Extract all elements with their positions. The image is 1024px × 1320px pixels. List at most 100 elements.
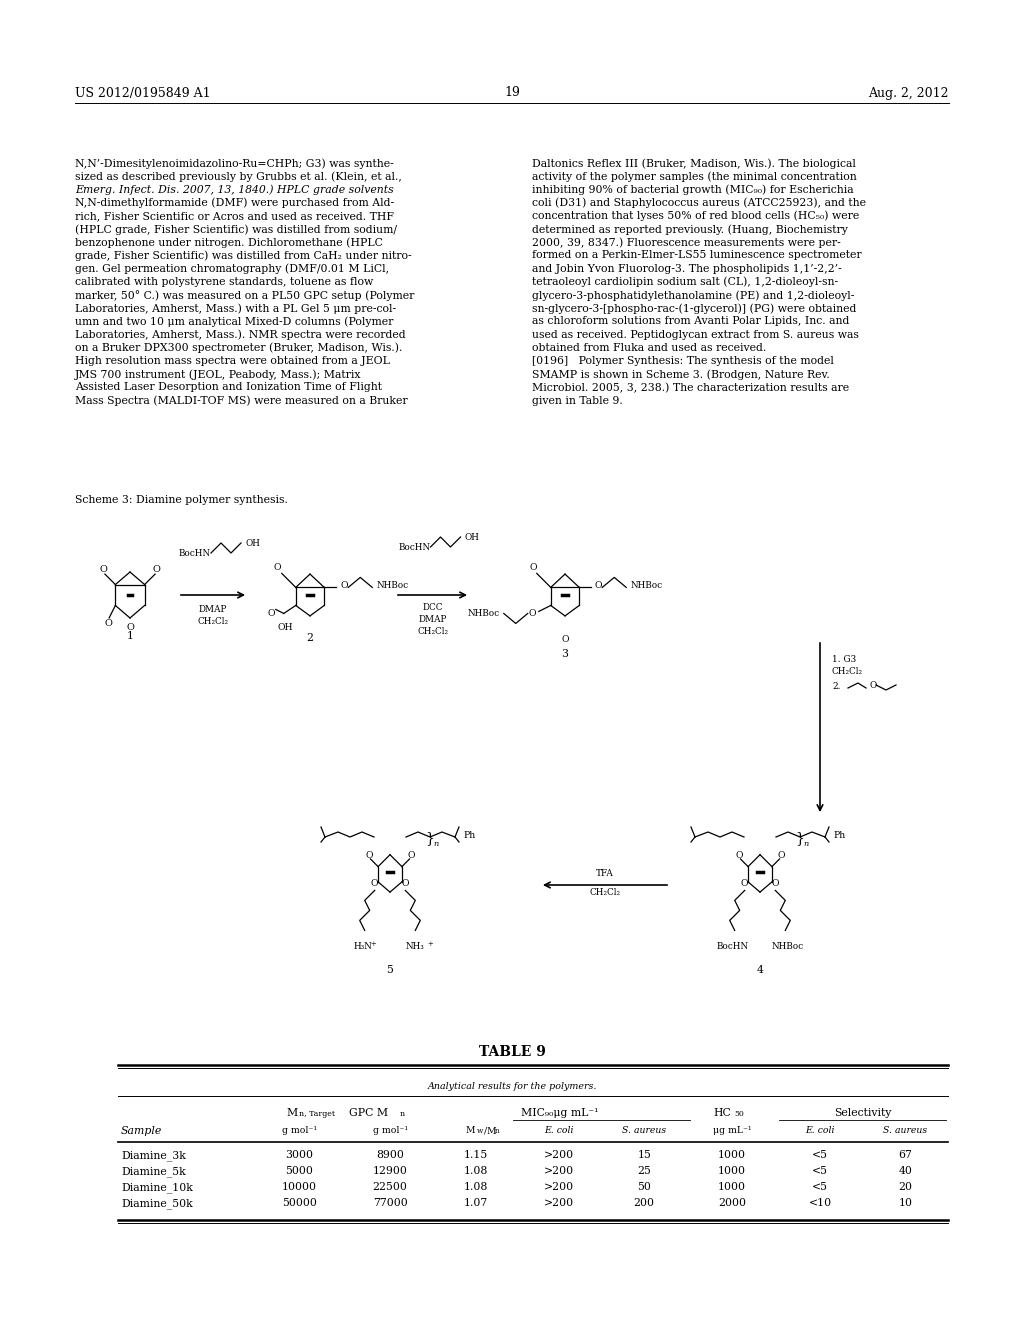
Text: Mass Spectra (MALDI-TOF MS) were measured on a Bruker: Mass Spectra (MALDI-TOF MS) were measure…	[75, 396, 408, 407]
Text: OH: OH	[245, 539, 260, 548]
Text: BocHN: BocHN	[179, 549, 211, 557]
Text: <5: <5	[812, 1181, 828, 1192]
Text: CH₂Cl₂: CH₂Cl₂	[198, 616, 228, 626]
Text: Analytical results for the polymers.: Analytical results for the polymers.	[427, 1082, 597, 1092]
Text: n: n	[804, 840, 809, 847]
Text: inhibiting 90% of bacterial growth (MIC₉₀) for Escherichia: inhibiting 90% of bacterial growth (MIC₉…	[532, 185, 854, 195]
Text: 200: 200	[634, 1199, 654, 1208]
Text: O: O	[771, 879, 779, 888]
Text: CH₂Cl₂: CH₂Cl₂	[590, 888, 621, 898]
Text: n, Target: n, Target	[299, 1110, 335, 1118]
Text: 3000: 3000	[286, 1150, 313, 1160]
Text: Ph: Ph	[833, 830, 845, 840]
Text: 10: 10	[898, 1199, 912, 1208]
Text: n: n	[495, 1127, 500, 1135]
Text: Diamine_5k: Diamine_5k	[121, 1166, 185, 1176]
Text: JMS 700 instrument (JEOL, Peabody, Mass.); Matrix: JMS 700 instrument (JEOL, Peabody, Mass.…	[75, 370, 361, 380]
Text: HC: HC	[714, 1107, 731, 1118]
Text: O: O	[594, 581, 602, 590]
Text: O: O	[869, 681, 877, 689]
Text: E. coli: E. coli	[805, 1126, 835, 1135]
Text: 50: 50	[637, 1181, 651, 1192]
Text: O: O	[126, 623, 134, 632]
Text: 22500: 22500	[373, 1181, 408, 1192]
Text: GPC M: GPC M	[349, 1107, 388, 1118]
Text: 1000: 1000	[718, 1150, 746, 1160]
Text: formed on a Perkin-Elmer-LS55 luminescence spectrometer: formed on a Perkin-Elmer-LS55 luminescen…	[532, 251, 861, 260]
Text: 77000: 77000	[373, 1199, 408, 1208]
Text: umn and two 10 μm analytical Mixed-D columns (Polymer: umn and two 10 μm analytical Mixed-D col…	[75, 317, 393, 327]
Text: Microbiol. 2005, 3, 238.) The characterization results are: Microbiol. 2005, 3, 238.) The characteri…	[532, 383, 849, 393]
Text: BocHN: BocHN	[717, 942, 749, 952]
Text: 4: 4	[757, 965, 764, 975]
Text: +: +	[427, 940, 433, 948]
Text: tetraoleoyl cardiolipin sodium salt (CL), 1,2-dioleoyl-sn-: tetraoleoyl cardiolipin sodium salt (CL)…	[532, 277, 838, 288]
Text: 19: 19	[504, 87, 520, 99]
Text: NHBoc: NHBoc	[630, 581, 663, 590]
Text: }: }	[426, 832, 434, 845]
Text: rich, Fisher Scientific or Acros and used as received. THF: rich, Fisher Scientific or Acros and use…	[75, 211, 394, 220]
Text: Emerg. Infect. Dis. 2007, 13, 1840.) HPLC grade solvents: Emerg. Infect. Dis. 2007, 13, 1840.) HPL…	[75, 185, 394, 195]
Text: grade, Fisher Scientific) was distilled from CaH₂ under nitro-: grade, Fisher Scientific) was distilled …	[75, 251, 412, 261]
Text: used as received. Peptidoglycan extract from S. aureus was: used as received. Peptidoglycan extract …	[532, 330, 859, 339]
Text: Sample: Sample	[121, 1126, 162, 1137]
Text: DMAP: DMAP	[199, 605, 227, 614]
Text: M: M	[465, 1126, 475, 1135]
Text: US 2012/0195849 A1: US 2012/0195849 A1	[75, 87, 211, 99]
Text: >200: >200	[544, 1199, 574, 1208]
Text: E. coli: E. coli	[544, 1126, 573, 1135]
Text: obtained from Fluka and used as received.: obtained from Fluka and used as received…	[532, 343, 766, 352]
Text: }: }	[796, 832, 805, 845]
Text: n: n	[433, 840, 438, 847]
Text: Diamine_50k: Diamine_50k	[121, 1199, 193, 1209]
Text: 1000: 1000	[718, 1181, 746, 1192]
Text: [0196]   Polymer Synthesis: The synthesis of the model: [0196] Polymer Synthesis: The synthesis …	[532, 356, 834, 366]
Text: <5: <5	[812, 1150, 828, 1160]
Text: 5000: 5000	[286, 1166, 313, 1176]
Text: glycero-3-phosphatidylethanolamine (PE) and 1,2-dioleoyl-: glycero-3-phosphatidylethanolamine (PE) …	[532, 290, 854, 301]
Text: O: O	[153, 565, 160, 574]
Text: DCC: DCC	[422, 603, 442, 612]
Text: S. aureus: S. aureus	[623, 1126, 667, 1135]
Text: O: O	[408, 851, 415, 861]
Text: TFA: TFA	[596, 869, 613, 878]
Text: 3: 3	[561, 649, 568, 659]
Text: O: O	[340, 581, 348, 590]
Text: 12900: 12900	[373, 1166, 408, 1176]
Text: sized as described previously by Grubbs et al. (Klein, et al.,: sized as described previously by Grubbs …	[75, 172, 401, 182]
Text: O: O	[561, 635, 568, 644]
Text: Ph: Ph	[463, 830, 475, 840]
Text: n: n	[400, 1110, 406, 1118]
Text: SMAMP is shown in Scheme 3. (Brodgen, Nature Rev.: SMAMP is shown in Scheme 3. (Brodgen, Na…	[532, 370, 829, 380]
Text: OH: OH	[278, 623, 294, 632]
Text: S. aureus: S. aureus	[884, 1126, 928, 1135]
Text: N,N-dimethylformamide (DMF) were purchased from Ald-: N,N-dimethylformamide (DMF) were purchas…	[75, 198, 394, 209]
Text: 1: 1	[127, 631, 133, 642]
Text: >200: >200	[544, 1166, 574, 1176]
Text: BocHN: BocHN	[398, 543, 430, 552]
Text: Diamine_10k: Diamine_10k	[121, 1181, 193, 1193]
Text: N,N’-Dimesitylenoimidazolino-Ru=CHPh; G3) was synthe-: N,N’-Dimesitylenoimidazolino-Ru=CHPh; G3…	[75, 158, 394, 169]
Text: Scheme 3: Diamine polymer synthesis.: Scheme 3: Diamine polymer synthesis.	[75, 495, 288, 506]
Text: MIC₉₀μg mL⁻¹: MIC₉₀μg mL⁻¹	[521, 1107, 598, 1118]
Text: O: O	[528, 609, 536, 618]
Text: O: O	[371, 879, 379, 888]
Text: NHBoc: NHBoc	[376, 581, 409, 590]
Text: determined as reported previously. (Huang, Biochemistry: determined as reported previously. (Huan…	[532, 224, 848, 235]
Text: NHBoc: NHBoc	[468, 609, 500, 618]
Text: 1.08: 1.08	[464, 1166, 488, 1176]
Text: O: O	[529, 562, 537, 572]
Text: Selectivity: Selectivity	[834, 1107, 892, 1118]
Text: O: O	[100, 565, 108, 574]
Text: 2000, 39, 8347.) Fluorescence measurements were per-: 2000, 39, 8347.) Fluorescence measuremen…	[532, 238, 841, 248]
Text: O: O	[274, 562, 282, 572]
Text: NHBoc: NHBoc	[771, 942, 804, 952]
Text: 15: 15	[637, 1150, 651, 1160]
Text: gen. Gel permeation chromatography (DMF/0.01 M LiCl,: gen. Gel permeation chromatography (DMF/…	[75, 264, 389, 275]
Text: 2.: 2.	[831, 682, 841, 690]
Text: as chloroform solutions from Avanti Polar Lipids, Inc. and: as chloroform solutions from Avanti Pola…	[532, 317, 849, 326]
Text: 25: 25	[637, 1166, 651, 1176]
Text: /M: /M	[484, 1126, 497, 1135]
Text: μg mL⁻¹: μg mL⁻¹	[713, 1126, 752, 1135]
Text: 1.15: 1.15	[464, 1150, 488, 1160]
